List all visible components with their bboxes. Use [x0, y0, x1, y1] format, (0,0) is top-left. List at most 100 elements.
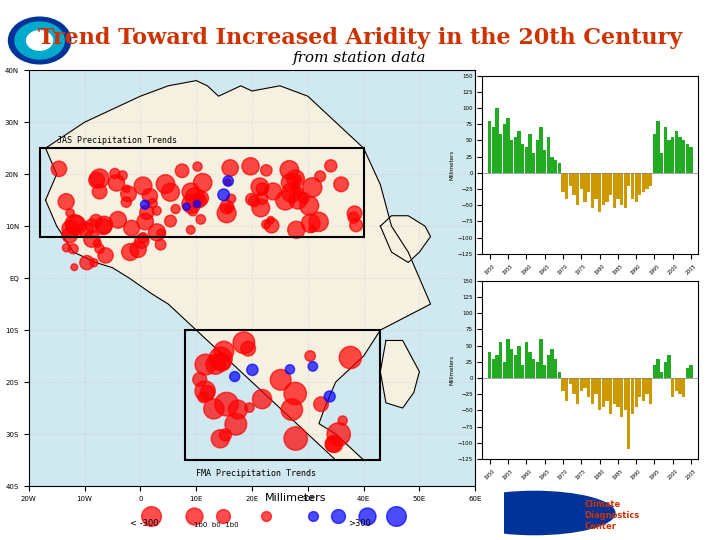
Bar: [550, 349, 554, 378]
Bar: [598, 173, 601, 212]
Point: [290, 174, 302, 183]
Bar: [546, 355, 550, 378]
Bar: [613, 173, 616, 208]
Circle shape: [15, 22, 64, 59]
Bar: [667, 355, 671, 378]
Bar: [613, 378, 616, 404]
Point: [324, 392, 336, 401]
Point: [189, 193, 201, 202]
Text: Center: Center: [585, 522, 616, 531]
Point: [289, 389, 301, 398]
Bar: [532, 153, 535, 173]
Point: [132, 245, 144, 254]
Bar: [543, 365, 546, 378]
Point: [98, 222, 109, 231]
Point: [94, 244, 105, 253]
Bar: [554, 359, 557, 378]
Bar: [631, 173, 634, 199]
Text: FMA Precipitation Trends: FMA Precipitation Trends: [196, 469, 316, 477]
Bar: [627, 173, 631, 186]
Point: [267, 187, 279, 195]
Bar: [510, 349, 513, 378]
Bar: [678, 378, 682, 394]
Bar: [503, 362, 506, 378]
Point: [197, 178, 209, 187]
Circle shape: [9, 17, 71, 64]
Polygon shape: [380, 215, 431, 262]
Bar: [576, 378, 579, 404]
Point: [337, 416, 348, 425]
Bar: [510, 140, 513, 173]
Point: [333, 430, 344, 438]
Point: [327, 440, 338, 449]
Bar: [690, 365, 693, 378]
Point: [81, 258, 93, 267]
Circle shape: [27, 31, 53, 50]
Bar: [536, 362, 539, 378]
Point: [289, 182, 300, 191]
Point: [246, 195, 257, 204]
Bar: [580, 378, 583, 391]
Bar: [525, 342, 528, 378]
Bar: [550, 157, 554, 173]
Point: [254, 183, 266, 191]
Bar: [594, 173, 598, 199]
Point: [199, 360, 211, 369]
Point: [261, 512, 272, 521]
Point: [315, 400, 327, 408]
Bar: [653, 365, 656, 378]
Point: [210, 360, 221, 369]
Bar: [495, 355, 499, 378]
Point: [303, 201, 315, 210]
Point: [292, 196, 304, 205]
Bar: [664, 362, 667, 378]
Y-axis label: Millimeters: Millimeters: [450, 355, 455, 385]
Point: [266, 221, 277, 230]
Bar: [642, 378, 645, 401]
Bar: [682, 140, 685, 173]
Point: [121, 185, 132, 193]
Point: [313, 218, 325, 226]
Point: [215, 354, 226, 363]
Point: [220, 430, 231, 439]
Bar: [536, 140, 539, 173]
Bar: [616, 378, 619, 407]
Point: [99, 220, 110, 229]
Bar: [583, 173, 587, 202]
Point: [122, 190, 134, 198]
Bar: [631, 378, 634, 414]
Point: [196, 194, 207, 202]
Bar: [587, 378, 590, 397]
Point: [138, 233, 149, 242]
Point: [307, 224, 318, 233]
Point: [181, 202, 192, 211]
Bar: [499, 342, 503, 378]
Point: [151, 228, 163, 237]
Point: [187, 207, 199, 215]
Bar: [557, 163, 561, 173]
Point: [284, 365, 296, 374]
Point: [160, 180, 171, 188]
Bar: [569, 173, 572, 186]
Bar: [675, 131, 678, 173]
Point: [64, 231, 76, 240]
Bar: [609, 173, 612, 195]
Bar: [539, 339, 543, 378]
Bar: [492, 359, 495, 378]
Bar: [646, 173, 649, 189]
Y-axis label: Millimeters: Millimeters: [450, 150, 455, 180]
Point: [261, 220, 272, 228]
Point: [90, 216, 102, 225]
Point: [238, 339, 250, 347]
Bar: [685, 368, 689, 378]
Point: [256, 395, 268, 403]
Point: [256, 185, 268, 193]
Point: [156, 229, 167, 238]
Bar: [528, 134, 531, 173]
Point: [217, 512, 229, 521]
Point: [155, 240, 166, 249]
Bar: [185, 330, 380, 460]
Point: [176, 166, 188, 175]
Bar: [671, 378, 675, 397]
Bar: [518, 131, 521, 173]
